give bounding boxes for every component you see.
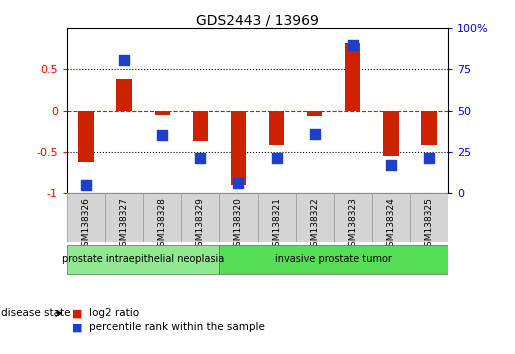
Bar <box>334 193 372 242</box>
Text: GSM138320: GSM138320 <box>234 197 243 252</box>
Point <box>272 155 281 161</box>
Point <box>158 132 166 138</box>
Text: log2 ratio: log2 ratio <box>89 308 139 318</box>
Text: GSM138328: GSM138328 <box>158 197 167 252</box>
Point <box>425 155 433 161</box>
Title: GDS2443 / 13969: GDS2443 / 13969 <box>196 13 319 27</box>
Bar <box>105 193 143 242</box>
Bar <box>116 79 132 110</box>
Point <box>387 162 395 168</box>
Text: prostate intraepithelial neoplasia: prostate intraepithelial neoplasia <box>62 254 225 264</box>
Text: GSM138321: GSM138321 <box>272 197 281 252</box>
Text: GSM138322: GSM138322 <box>310 197 319 252</box>
Point <box>311 131 319 137</box>
Text: GSM138327: GSM138327 <box>119 197 129 252</box>
Bar <box>383 110 399 156</box>
Bar <box>78 110 94 162</box>
Bar <box>307 110 322 116</box>
Bar <box>258 193 296 242</box>
Text: invasive prostate tumor: invasive prostate tumor <box>276 254 392 264</box>
Point <box>120 57 128 62</box>
Text: GSM138326: GSM138326 <box>81 197 91 252</box>
Bar <box>269 110 284 145</box>
Bar <box>67 245 219 274</box>
Text: disease state: disease state <box>1 308 71 318</box>
Text: GSM138324: GSM138324 <box>386 197 396 252</box>
Bar <box>231 110 246 185</box>
Bar <box>372 193 410 242</box>
Bar <box>296 193 334 242</box>
Text: ■: ■ <box>72 322 82 332</box>
Text: percentile rank within the sample: percentile rank within the sample <box>89 322 265 332</box>
Bar <box>193 110 208 141</box>
Point <box>349 42 357 47</box>
Text: GSM138325: GSM138325 <box>424 197 434 252</box>
Point <box>82 182 90 188</box>
Text: GSM138329: GSM138329 <box>196 197 205 252</box>
Bar <box>345 43 360 110</box>
Text: GSM138323: GSM138323 <box>348 197 357 252</box>
Bar <box>67 193 105 242</box>
Point <box>196 155 204 161</box>
Bar <box>181 193 219 242</box>
Bar <box>219 193 258 242</box>
Bar <box>421 110 437 145</box>
Point <box>234 180 243 186</box>
Bar <box>410 193 448 242</box>
Bar <box>219 245 448 274</box>
Bar <box>143 193 181 242</box>
Text: ■: ■ <box>72 308 82 318</box>
Bar <box>154 110 170 115</box>
